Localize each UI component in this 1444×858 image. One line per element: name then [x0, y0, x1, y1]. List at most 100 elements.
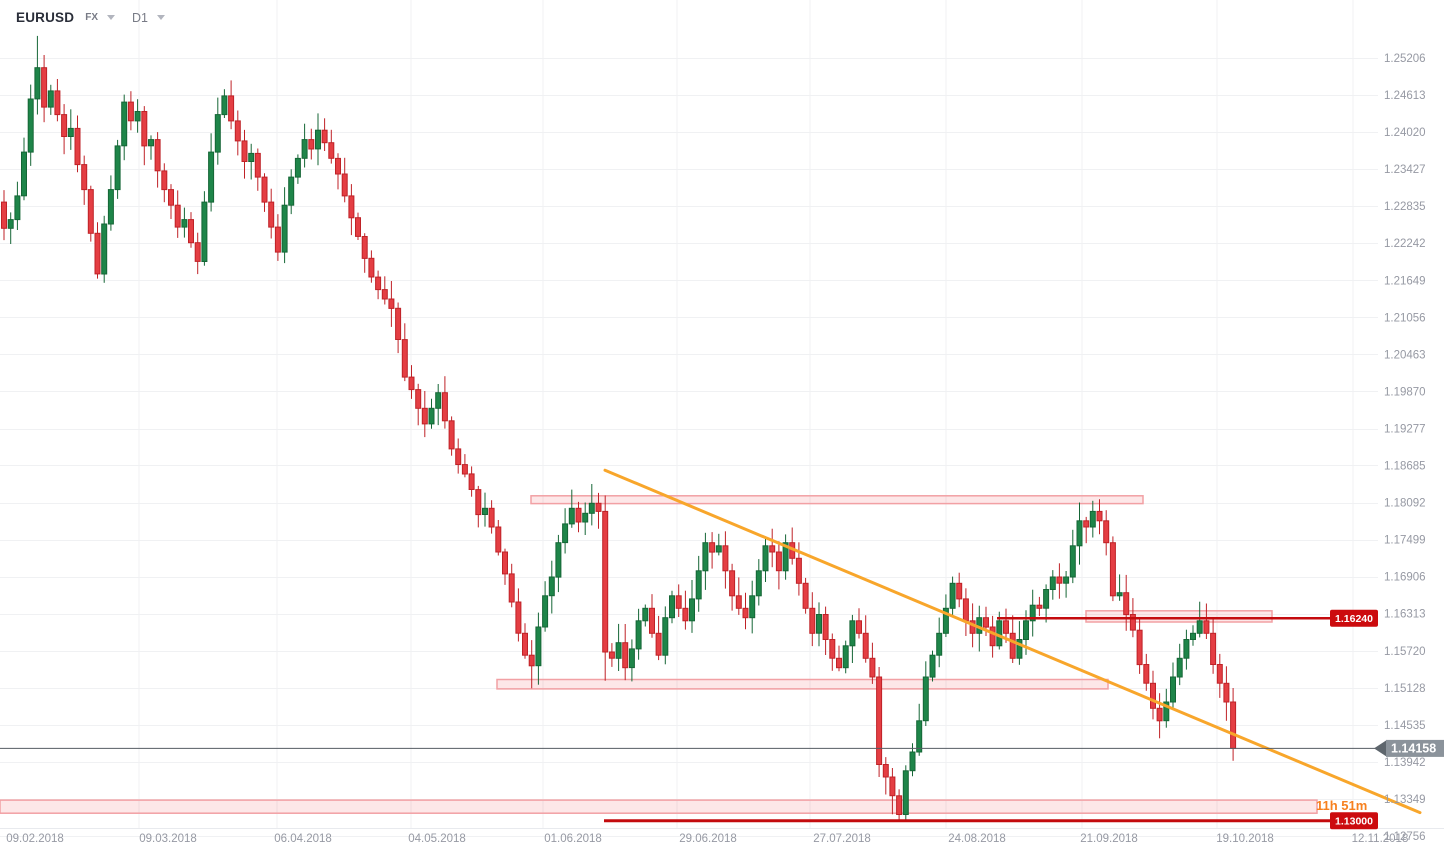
candle	[315, 113, 321, 166]
candle	[107, 175, 114, 231]
candle	[789, 527, 796, 565]
candle	[1176, 643, 1183, 686]
candle	[535, 612, 542, 685]
svg-text:09.02.2018: 09.02.2018	[6, 833, 64, 845]
candle	[495, 520, 502, 556]
candle	[949, 576, 956, 617]
price-scale[interactable]: 1.25206 1.24613 1.24020 1.23427 1.22835 1.222…	[1384, 53, 1426, 843]
candle	[542, 581, 549, 632]
candle	[528, 640, 535, 689]
svg-text:06.04.2018: 06.04.2018	[274, 833, 332, 845]
svg-text:1.16906: 1.16906	[1384, 572, 1426, 584]
candle	[849, 614, 856, 663]
candle	[281, 187, 288, 264]
candle	[34, 35, 41, 115]
candle	[769, 528, 776, 568]
support-zone-1.1322[interactable]	[0, 799, 1318, 814]
candle	[254, 148, 261, 191]
candle	[755, 559, 762, 606]
candle	[455, 438, 462, 474]
symbol-name[interactable]: EURUSD	[16, 10, 75, 25]
candle	[902, 765, 909, 822]
candle	[401, 323, 408, 382]
candle	[415, 383, 422, 426]
candle	[816, 602, 822, 647]
candle	[562, 508, 569, 554]
candle	[655, 615, 662, 661]
svg-text:1.25206: 1.25206	[1384, 53, 1426, 65]
svg-text:1.14535: 1.14535	[1384, 720, 1426, 732]
candle	[67, 109, 74, 150]
candle	[127, 91, 134, 131]
svg-text:12.11.2018: 12.11.2018	[1352, 833, 1409, 845]
current-price-badge	[1386, 739, 1444, 757]
svg-text:1.21649: 1.21649	[1384, 275, 1426, 287]
candle	[695, 555, 702, 612]
candle	[168, 184, 174, 219]
candle	[862, 615, 869, 663]
candle	[1163, 688, 1170, 728]
svg-text:1.16240: 1.16240	[1335, 613, 1373, 625]
support-zone-1.1518[interactable]	[496, 678, 1109, 690]
candle	[962, 588, 969, 636]
time-scale[interactable]: 09.02.2018 09.03.2018 06.04.2018 04.05.2018…	[6, 833, 1408, 845]
candle	[1103, 510, 1110, 556]
candle	[194, 232, 201, 275]
candle	[956, 572, 963, 608]
candle	[608, 643, 615, 667]
candle	[294, 154, 301, 184]
candle	[735, 577, 742, 615]
candle	[27, 84, 34, 166]
candle	[1170, 662, 1176, 710]
candle	[508, 563, 515, 608]
candle	[361, 233, 368, 273]
timeframe-dropdown-chevron-icon[interactable]	[156, 15, 165, 20]
candle	[522, 623, 528, 659]
candles-layer	[1, 35, 1237, 822]
candle	[515, 588, 522, 642]
candle	[642, 604, 649, 627]
trendline[interactable]	[603, 468, 1422, 815]
candle	[101, 215, 108, 283]
svg-text:1.22242: 1.22242	[1384, 238, 1426, 250]
candle	[856, 608, 862, 639]
candle	[829, 633, 836, 671]
svg-text:1.21056: 1.21056	[1384, 312, 1426, 324]
svg-text:1.13942: 1.13942	[1384, 757, 1426, 769]
horizontal-level-1.16240[interactable]: 1.16240	[997, 609, 1378, 627]
candle	[328, 129, 335, 164]
candle	[882, 757, 889, 795]
candle	[582, 502, 589, 535]
candle	[448, 416, 455, 456]
candle	[896, 789, 903, 821]
horizontal-level-1.13000[interactable]: 1.13000	[604, 812, 1378, 830]
candle	[54, 79, 61, 122]
candle	[1043, 584, 1050, 623]
candle	[441, 376, 448, 429]
svg-text:1.20463: 1.20463	[1384, 349, 1426, 361]
market-label[interactable]: FX	[85, 12, 98, 23]
candle	[775, 541, 782, 590]
candle	[1196, 601, 1203, 638]
candle	[635, 608, 642, 660]
candle	[1069, 529, 1076, 584]
resistance-zone-1.1809[interactable]	[530, 495, 1144, 505]
candle	[622, 624, 629, 681]
svg-text:1.15128: 1.15128	[1384, 683, 1426, 695]
candle	[729, 563, 736, 611]
timeframe-label[interactable]: D1	[132, 10, 148, 25]
svg-text:04.05.2018: 04.05.2018	[408, 833, 466, 845]
market-dropdown-chevron-icon[interactable]	[107, 15, 115, 20]
candle	[802, 577, 809, 614]
resistance-zone-1.1627[interactable]	[1085, 610, 1273, 623]
svg-text:27.07.2018: 27.07.2018	[813, 833, 871, 845]
candle	[188, 212, 194, 248]
candle	[141, 106, 148, 166]
candle	[321, 118, 328, 151]
candle	[822, 606, 829, 655]
candle	[1123, 574, 1130, 631]
candle	[161, 163, 168, 203]
candle	[201, 191, 208, 266]
